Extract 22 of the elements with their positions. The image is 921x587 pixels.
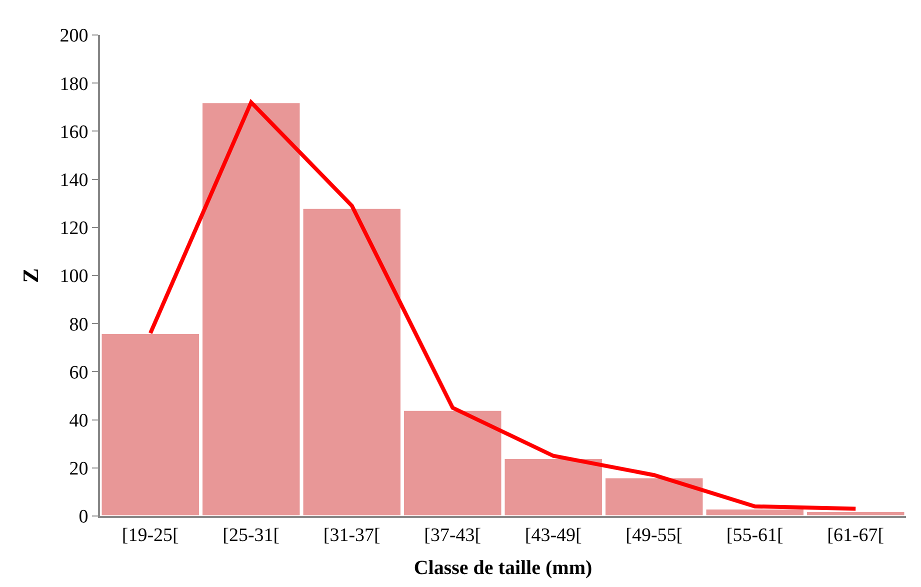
x-tick-label: [25-31[ (222, 524, 280, 546)
x-tick-label: [43-49[ (524, 524, 582, 546)
y-axis-title: Z (18, 268, 43, 283)
x-tick-label: [49-55[ (626, 524, 683, 546)
y-tick-label: 160 (60, 122, 88, 143)
y-tick-label: 0 (78, 506, 88, 528)
y-tick-label: 140 (60, 170, 88, 191)
y-tick-label: 200 (60, 26, 88, 47)
y-tick-label: 100 (60, 266, 88, 288)
y-tick-label: 60 (69, 362, 88, 384)
y-tick-label: 120 (60, 218, 88, 240)
x-tick-label: [31-37[ (323, 524, 380, 546)
x-tick-label: [61-67[ (827, 524, 884, 546)
y-tick-label: 40 (69, 410, 88, 432)
line-series (148, 100, 858, 511)
x-tick-label: [55-61[ (726, 524, 784, 546)
y-tick-label: 80 (69, 314, 88, 336)
x-axis-title: Classe de taille (mm) (414, 556, 592, 579)
y-tick-label: 180 (60, 74, 88, 95)
x-tick-label: [37-43[ (424, 524, 482, 546)
y-tick-label: 20 (69, 458, 88, 480)
x-tick-label: [19-25[ (122, 524, 179, 546)
